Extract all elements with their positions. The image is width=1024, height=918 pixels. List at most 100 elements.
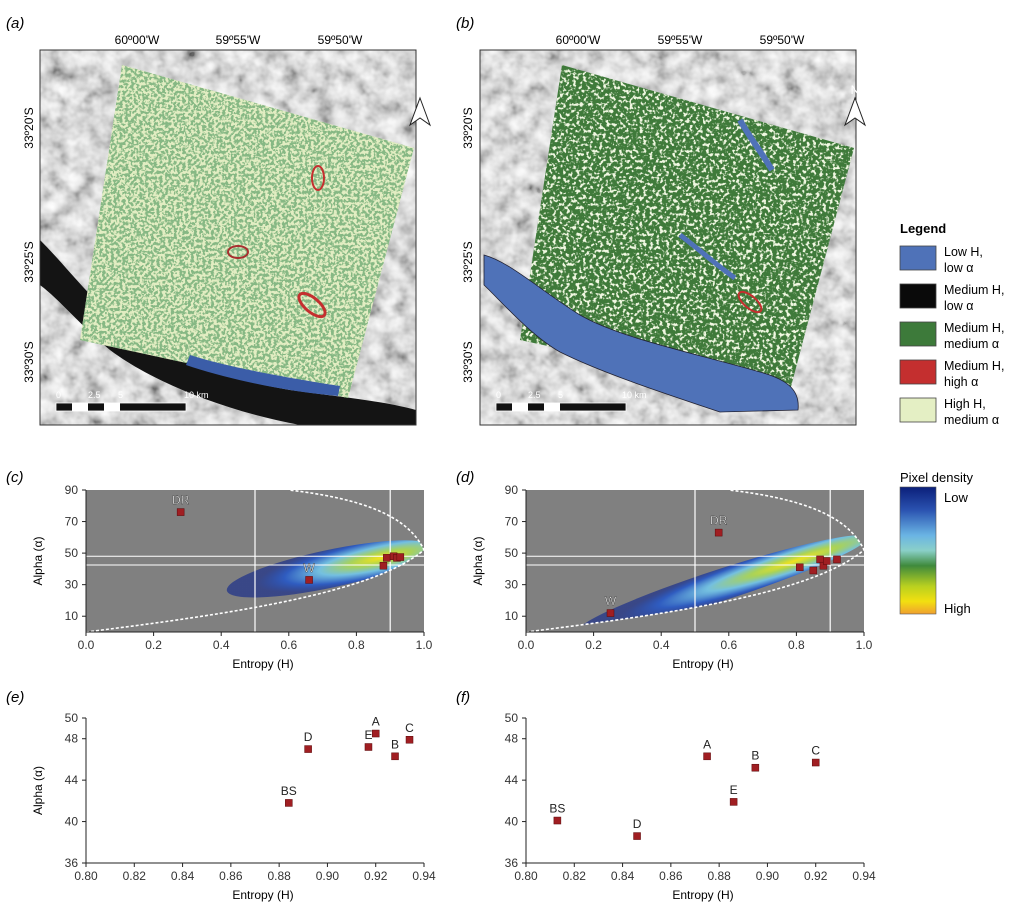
data-point bbox=[811, 758, 820, 767]
y-tick-label: 30 bbox=[505, 578, 519, 592]
x-tick-label: 0.94 bbox=[412, 869, 436, 883]
lon-label: 59º55'W bbox=[216, 33, 261, 47]
y-tick-label: 10 bbox=[505, 609, 519, 623]
scale-label: 0 bbox=[496, 390, 501, 400]
x-tick-label: 0.8 bbox=[788, 638, 805, 652]
lat-label: 33º20'S bbox=[461, 107, 475, 148]
map-a-scale-bar: 0 2.5 5 10 km bbox=[55, 390, 209, 412]
density-title: Pixel density bbox=[900, 470, 973, 485]
y-tick-label: 36 bbox=[505, 856, 519, 870]
data-point bbox=[405, 736, 414, 744]
x-tick-label: 0.2 bbox=[145, 638, 162, 652]
x-tick-label: 0.82 bbox=[123, 869, 147, 883]
y-tick-label: 44 bbox=[65, 773, 79, 787]
y-axis-label: Alpha (α) bbox=[31, 766, 45, 815]
point-label: BS bbox=[281, 784, 297, 798]
charts: 0.0 0.2 0.4 0.6 0.8 1.0 10 30 50 70 90 Entropy (H) A… bbox=[31, 483, 876, 902]
legend-label: low α bbox=[944, 299, 973, 313]
x-tick-label: 0.92 bbox=[364, 869, 388, 883]
y-tick-label: 50 bbox=[65, 546, 79, 560]
density-cloud bbox=[226, 540, 424, 598]
data-point bbox=[371, 729, 380, 738]
lat-label: 33º25'S bbox=[22, 241, 36, 282]
x-tick-label: 0.88 bbox=[707, 869, 731, 883]
map-a-north-arrow: N bbox=[408, 83, 432, 127]
point-label: B bbox=[391, 737, 399, 751]
lat-label: 33º30'S bbox=[22, 341, 36, 382]
point-label: W bbox=[303, 561, 315, 575]
point-label: C bbox=[405, 721, 414, 735]
legend-swatch bbox=[899, 245, 937, 271]
y-tick-label: 50 bbox=[505, 546, 519, 560]
lat-label: 33º25'S bbox=[461, 241, 475, 282]
chart-c: 0.0 0.2 0.4 0.6 0.8 1.0 10 30 50 70 90 Entropy (H) A… bbox=[31, 483, 433, 671]
point-label: A bbox=[372, 715, 380, 729]
scale-label: 5 bbox=[118, 390, 123, 400]
x-tick-label: 0.88 bbox=[267, 869, 291, 883]
y-axis-label: Alpha (α) bbox=[471, 537, 485, 586]
density-colorbar: Pixel density Low High bbox=[899, 470, 973, 616]
point-label: W bbox=[605, 594, 617, 608]
data-point bbox=[304, 745, 312, 753]
panel-label-f: (f) bbox=[456, 689, 470, 706]
map-b: N 0 2.5 5 10 km 60º00'W 59º55'W 59º50'W … bbox=[461, 33, 867, 426]
map-b-north-arrow: N bbox=[843, 83, 867, 127]
map-b-channel-low-entropy bbox=[678, 233, 737, 281]
scale-label: 0 bbox=[56, 390, 61, 400]
legend-swatch bbox=[899, 359, 937, 385]
legend-label: medium α bbox=[944, 337, 999, 351]
map-a-high-alpha-patch bbox=[227, 245, 249, 259]
x-axis-label: Entropy (H) bbox=[232, 888, 293, 902]
legend-swatch bbox=[899, 321, 937, 347]
data-point bbox=[703, 752, 711, 761]
legend-label: Low H, bbox=[944, 245, 983, 259]
point-label: C bbox=[811, 744, 820, 758]
x-axis-label: Entropy (H) bbox=[672, 657, 733, 671]
data-point bbox=[809, 566, 818, 575]
map-a-high-alpha-patch bbox=[297, 291, 327, 319]
x-tick-label: 0.4 bbox=[213, 638, 230, 652]
x-tick-label: 0.90 bbox=[316, 869, 340, 883]
x-tick-label: 0.80 bbox=[74, 869, 98, 883]
y-tick-label: 44 bbox=[505, 773, 519, 787]
chart-f: 0.80 0.82 0.84 0.86 0.88 0.90 0.92 0.94 36 40 44 48… bbox=[505, 711, 876, 902]
north-label: N bbox=[851, 83, 860, 97]
x-tick-label: 0.84 bbox=[611, 869, 635, 883]
feasible-boundary-curve bbox=[525, 489, 865, 633]
scale-label: 2.5 bbox=[528, 390, 541, 400]
x-tick-label: 0.82 bbox=[563, 869, 587, 883]
data-point bbox=[729, 798, 738, 806]
data-point bbox=[396, 553, 405, 561]
x-axis-label: Entropy (H) bbox=[232, 657, 293, 671]
chart-d: 0.0 0.2 0.4 0.6 0.8 1.0 10 30 50 70 90 Entropy (H) A… bbox=[471, 483, 873, 671]
x-tick-label: 0.84 bbox=[171, 869, 195, 883]
point-label: DR bbox=[172, 493, 190, 507]
chart-e: 0.80 0.82 0.84 0.86 0.88 0.90 0.92 0.94 36 40 44 48… bbox=[31, 711, 436, 902]
map-b-river-low-entropy bbox=[483, 254, 799, 413]
y-axis-label: Alpha (α) bbox=[31, 537, 45, 586]
lon-label: 60º00'W bbox=[556, 33, 601, 47]
data-point bbox=[379, 561, 388, 570]
panel-label-a: (a) bbox=[6, 15, 24, 32]
map-b-high-alpha-patch bbox=[737, 290, 763, 314]
data-point bbox=[176, 508, 185, 516]
x-tick-label: 0.94 bbox=[852, 869, 876, 883]
panel-label-b: (b) bbox=[456, 15, 474, 32]
map-b-high-entropy-speckle bbox=[520, 65, 854, 398]
lat-label: 33º20'S bbox=[22, 107, 36, 148]
point-label: A bbox=[703, 737, 711, 751]
data-point bbox=[553, 816, 562, 825]
legend-label: Medium H, bbox=[944, 321, 1004, 335]
scale-label: 10 km bbox=[622, 390, 647, 400]
point-label: D bbox=[304, 730, 313, 744]
x-tick-label: 0.8 bbox=[348, 638, 365, 652]
map-a-water-patch bbox=[186, 355, 340, 396]
point-label: DR bbox=[710, 514, 728, 528]
north-arrow-icon bbox=[408, 96, 432, 127]
x-tick-label: 0.90 bbox=[756, 869, 780, 883]
x-axis-label: Entropy (H) bbox=[672, 888, 733, 902]
y-tick-label: 70 bbox=[505, 515, 519, 529]
density-gradient bbox=[899, 486, 937, 615]
x-tick-label: 0.86 bbox=[219, 869, 243, 883]
